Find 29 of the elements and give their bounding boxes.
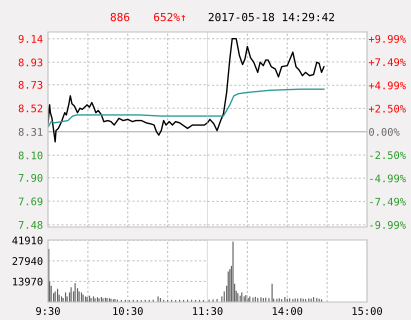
y-tick-label: 7.48 bbox=[18, 221, 42, 229]
y2-tick-label: +2.50% bbox=[368, 104, 406, 113]
y-tick-label: 7.90 bbox=[18, 174, 42, 182]
x-tick-label: 15:00 bbox=[352, 307, 382, 315]
x-tick-label: 14:00 bbox=[272, 307, 302, 315]
text: 886 bbox=[110, 12, 130, 22]
y2-tick-label: +4.99% bbox=[368, 82, 406, 90]
y-tick-label: 8.73 bbox=[18, 80, 42, 89]
y2-tick-label: -7.49% bbox=[370, 198, 406, 206]
y-tick-label: 8.52 bbox=[18, 104, 42, 112]
y-tick-label: 8.31 bbox=[18, 128, 42, 136]
y-tick-label: 13970 bbox=[13, 278, 42, 286]
y-tick-label: 27940 bbox=[12, 257, 42, 265]
y2-tick-label: -4.99% bbox=[370, 174, 406, 182]
text: 652%↑ bbox=[154, 12, 186, 22]
y-tick-label: 41910 bbox=[12, 236, 42, 244]
y2-tick-label: -9.99% bbox=[370, 221, 406, 229]
y2-tick-label: +9.99% bbox=[368, 34, 406, 43]
y2-tick-label: +7.49% bbox=[368, 58, 406, 66]
x-tick-label: 11:30 bbox=[193, 307, 223, 315]
y-tick-label: 8.10 bbox=[18, 152, 42, 160]
y-tick-label: 9.14 bbox=[18, 34, 43, 43]
y-tick-label: 8.93 bbox=[18, 58, 42, 66]
x-tick-label: 9:30 bbox=[36, 307, 60, 315]
chart-title: 2017-05-18 14:29:42 bbox=[208, 12, 334, 22]
y2-tick-label: -2.50% bbox=[370, 151, 406, 160]
x-tick-label: 10:30 bbox=[113, 307, 143, 315]
y-tick-label: 7.69 bbox=[18, 197, 42, 206]
y2-tick-label: 0.00% bbox=[369, 128, 400, 136]
